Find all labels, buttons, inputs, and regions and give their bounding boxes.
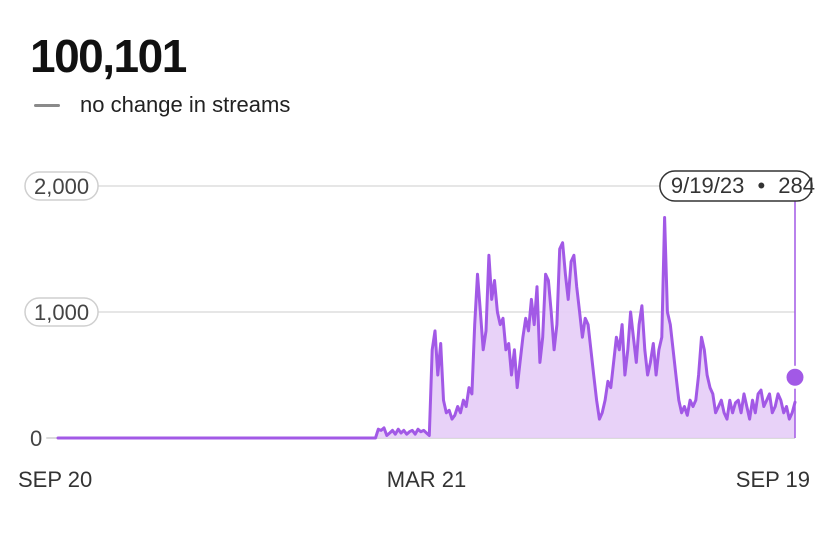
y-tick-text: 1,000 [34, 300, 89, 325]
total-streams-value: 100,101 [30, 30, 187, 82]
x-axis: SEP 20 MAR 21 SEP 19 [18, 467, 810, 492]
y-tick-pill [24, 297, 99, 327]
y-tick-label: 1,000 [24, 297, 99, 327]
y-tick-label: 2,000 [24, 171, 99, 201]
tooltip-box [659, 170, 813, 202]
x-tick-label: SEP 19 [736, 467, 810, 492]
series-line[interactable] [56, 216, 797, 440]
y-axis: 0 1,000 2,000 [24, 171, 99, 452]
tooltip-value: 284 [778, 173, 815, 198]
dash-icon [34, 103, 60, 107]
y-tick-text: 0 [30, 426, 42, 451]
tooltip-separator: • [757, 173, 765, 198]
y-tick-pill [24, 171, 99, 201]
tooltip-text: 9/19/23 • 284 [671, 173, 815, 198]
y-tick-text: 2,000 [34, 174, 89, 199]
hover-dot[interactable] [783, 365, 807, 389]
x-tick-label: MAR 21 [387, 467, 466, 492]
x-tick-label: SEP 20 [18, 467, 92, 492]
tooltip-date: 9/19/23 [671, 173, 744, 198]
y-tick-label: 0 [26, 424, 47, 452]
change-indicator: no change in streams [34, 90, 290, 120]
tooltip: 9/19/23 • 284 [659, 170, 815, 202]
area-fill [58, 217, 795, 438]
change-text: no change in streams [80, 92, 291, 117]
y-tick-pill [26, 424, 47, 452]
